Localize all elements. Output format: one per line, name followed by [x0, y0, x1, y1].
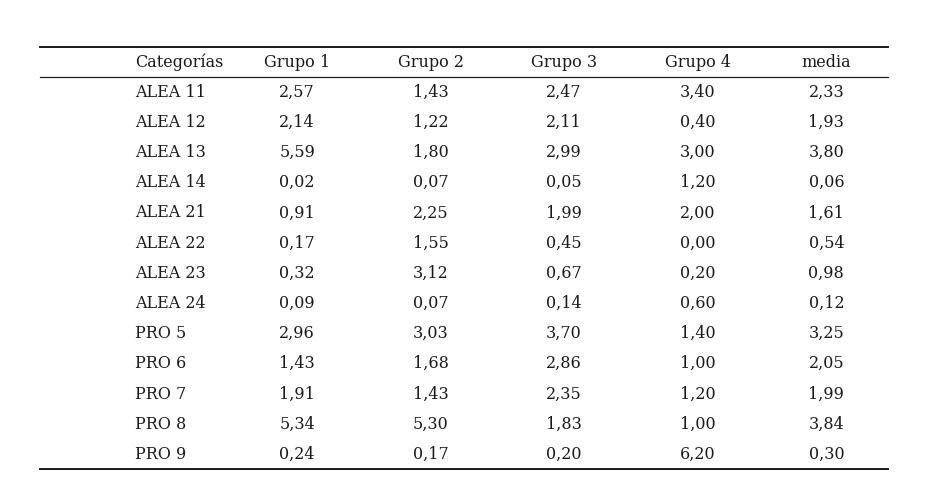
Text: 0,06: 0,06 [807, 174, 844, 191]
Text: 3,25: 3,25 [807, 325, 844, 342]
Text: 0,05: 0,05 [546, 174, 581, 191]
Text: 2,47: 2,47 [546, 84, 581, 101]
Text: 0,40: 0,40 [679, 114, 715, 131]
Text: 2,96: 2,96 [279, 325, 314, 342]
Text: PRO 5: PRO 5 [135, 325, 186, 342]
Text: 1,22: 1,22 [413, 114, 448, 131]
Text: 1,43: 1,43 [413, 385, 448, 402]
Text: 5,34: 5,34 [279, 416, 314, 433]
Text: 2,14: 2,14 [279, 114, 314, 131]
Text: 1,43: 1,43 [413, 84, 448, 101]
Text: 0,09: 0,09 [279, 295, 314, 312]
Text: 0,12: 0,12 [807, 295, 844, 312]
Text: ALEA 13: ALEA 13 [135, 144, 206, 161]
Text: 0,17: 0,17 [413, 446, 448, 463]
Text: PRO 7: PRO 7 [135, 385, 186, 402]
Text: 0,98: 0,98 [807, 265, 844, 282]
Text: ALEA 11: ALEA 11 [135, 84, 206, 101]
Text: 2,99: 2,99 [546, 144, 581, 161]
Text: 2,25: 2,25 [413, 204, 448, 221]
Text: media: media [801, 54, 850, 70]
Text: 3,80: 3,80 [807, 144, 844, 161]
Text: 5,30: 5,30 [413, 416, 448, 433]
Text: 2,11: 2,11 [546, 114, 581, 131]
Text: 0,45: 0,45 [546, 235, 581, 251]
Text: ALEA 23: ALEA 23 [135, 265, 206, 282]
Text: 0,54: 0,54 [807, 235, 844, 251]
Text: Categorías: Categorías [135, 53, 223, 71]
Text: 5,59: 5,59 [279, 144, 315, 161]
Text: 0,14: 0,14 [546, 295, 581, 312]
Text: Grupo 3: Grupo 3 [530, 54, 597, 70]
Text: 2,05: 2,05 [807, 355, 844, 372]
Text: 1,80: 1,80 [413, 144, 448, 161]
Text: 3,84: 3,84 [807, 416, 844, 433]
Text: 0,24: 0,24 [279, 446, 314, 463]
Text: 0,32: 0,32 [279, 265, 314, 282]
Text: 1,61: 1,61 [807, 204, 844, 221]
Text: 0,07: 0,07 [413, 174, 448, 191]
Text: ALEA 22: ALEA 22 [135, 235, 206, 251]
Text: 1,20: 1,20 [679, 174, 715, 191]
Text: 0,17: 0,17 [279, 235, 314, 251]
Text: 0,30: 0,30 [807, 446, 844, 463]
Text: 6,20: 6,20 [679, 446, 715, 463]
Text: 0,91: 0,91 [279, 204, 314, 221]
Text: 1,00: 1,00 [679, 355, 715, 372]
Text: 1,43: 1,43 [279, 355, 314, 372]
Text: 0,00: 0,00 [679, 235, 715, 251]
Text: 3,40: 3,40 [679, 84, 715, 101]
Text: 0,67: 0,67 [546, 265, 581, 282]
Text: 1,91: 1,91 [279, 385, 315, 402]
Text: 1,00: 1,00 [679, 416, 715, 433]
Text: 1,68: 1,68 [413, 355, 448, 372]
Text: 1,93: 1,93 [807, 114, 844, 131]
Text: 2,33: 2,33 [807, 84, 844, 101]
Text: 3,70: 3,70 [546, 325, 581, 342]
Text: PRO 8: PRO 8 [135, 416, 186, 433]
Text: 1,55: 1,55 [413, 235, 448, 251]
Text: ALEA 24: ALEA 24 [135, 295, 206, 312]
Text: Grupo 2: Grupo 2 [397, 54, 464, 70]
Text: 2,86: 2,86 [546, 355, 581, 372]
Text: 0,20: 0,20 [546, 446, 581, 463]
Text: 2,35: 2,35 [546, 385, 581, 402]
Text: 0,20: 0,20 [679, 265, 715, 282]
Text: 1,20: 1,20 [679, 385, 715, 402]
Text: 3,00: 3,00 [679, 144, 715, 161]
Text: ALEA 21: ALEA 21 [135, 204, 206, 221]
Text: 0,60: 0,60 [679, 295, 715, 312]
Text: ALEA 12: ALEA 12 [135, 114, 206, 131]
Text: 3,12: 3,12 [413, 265, 448, 282]
Text: 2,57: 2,57 [279, 84, 314, 101]
Text: Grupo 1: Grupo 1 [264, 54, 330, 70]
Text: 1,99: 1,99 [807, 385, 844, 402]
Text: ALEA 14: ALEA 14 [135, 174, 206, 191]
Text: 1,40: 1,40 [679, 325, 715, 342]
Text: 2,00: 2,00 [679, 204, 715, 221]
Text: 3,03: 3,03 [413, 325, 448, 342]
Text: PRO 9: PRO 9 [135, 446, 186, 463]
Text: 0,02: 0,02 [279, 174, 314, 191]
Text: 0,07: 0,07 [413, 295, 448, 312]
Text: Grupo 4: Grupo 4 [664, 54, 730, 70]
Text: PRO 6: PRO 6 [135, 355, 186, 372]
Text: 1,83: 1,83 [546, 416, 581, 433]
Text: 1,99: 1,99 [546, 204, 581, 221]
